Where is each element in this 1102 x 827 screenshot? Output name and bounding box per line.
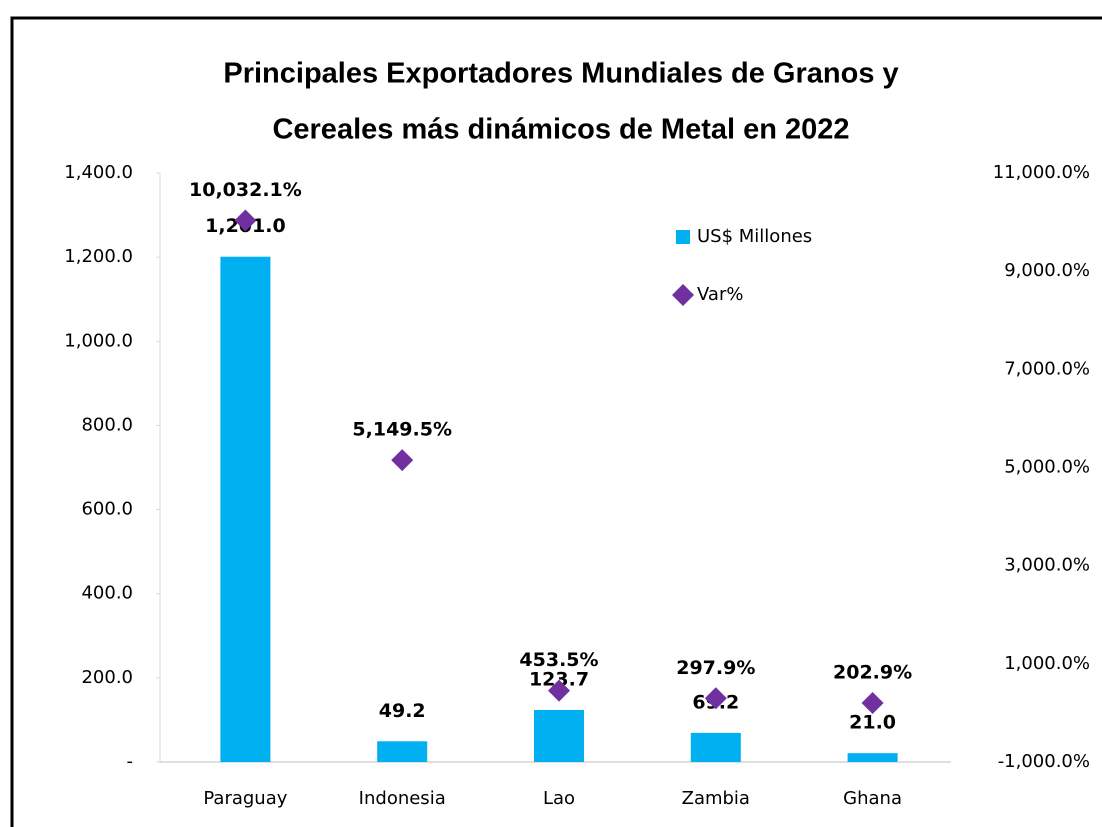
data-label: 21.0: [849, 712, 896, 734]
y-tick-label: 1,000.0: [64, 330, 133, 351]
bar: [847, 753, 898, 762]
data-label: 10,032.1%: [189, 179, 302, 201]
diamond-marker: [391, 449, 414, 472]
legend-label: US$ Millones: [697, 226, 812, 247]
data-label: 453.5%: [519, 649, 598, 671]
data-label: 49.2: [379, 700, 426, 722]
y2-tick-label: 9,000.0%: [1004, 260, 1090, 281]
chart-title: Cereales más dinámicos de Metal en 2022: [272, 114, 849, 146]
y-tick-label: 800.0: [81, 414, 133, 435]
y2-tick-label: 11,000.0%: [993, 162, 1090, 183]
legend-swatch: [672, 284, 694, 306]
data-label: 123.7: [529, 668, 589, 690]
diamond-marker: [861, 691, 884, 714]
y2-tick-label: 5,000.0%: [1004, 457, 1090, 478]
data-label: 297.9%: [676, 657, 755, 679]
x-tick-label: Indonesia: [359, 788, 446, 809]
y-tick-label: 1,400.0: [64, 162, 133, 183]
diamond-marker: [234, 209, 257, 232]
legend-swatch: [676, 230, 690, 244]
chart-title: Principales Exportadores Mundiales de Gr…: [223, 58, 898, 90]
y-tick-label: 600.0: [81, 499, 133, 520]
x-tick-label: Ghana: [843, 788, 902, 809]
y2-tick-label: 7,000.0%: [1004, 358, 1090, 379]
bar: [690, 732, 741, 762]
x-tick-label: Zambia: [682, 788, 750, 809]
y2-tick-label: 1,000.0%: [1004, 653, 1090, 674]
bar: [220, 256, 271, 762]
y2-tick-label: -1,000.0%: [998, 751, 1090, 772]
bar: [534, 709, 584, 762]
y-tick-label: 1,200.0: [64, 246, 133, 267]
y-tick-label: 200.0: [81, 667, 133, 688]
data-label: 202.9%: [833, 661, 912, 683]
data-label: 5,149.5%: [352, 419, 452, 441]
y-tick-label: -: [127, 751, 134, 772]
diamond-marker: [704, 687, 727, 710]
x-tick-label: Paraguay: [203, 788, 287, 809]
legend-label: Var%: [697, 284, 743, 305]
diamond-marker: [548, 679, 570, 702]
y2-tick-label: 3,000.0%: [1004, 555, 1090, 576]
x-tick-label: Lao: [543, 788, 575, 809]
bar: [377, 741, 428, 762]
y-tick-label: 400.0: [81, 583, 133, 604]
chart-frame: [10, 16, 1102, 827]
